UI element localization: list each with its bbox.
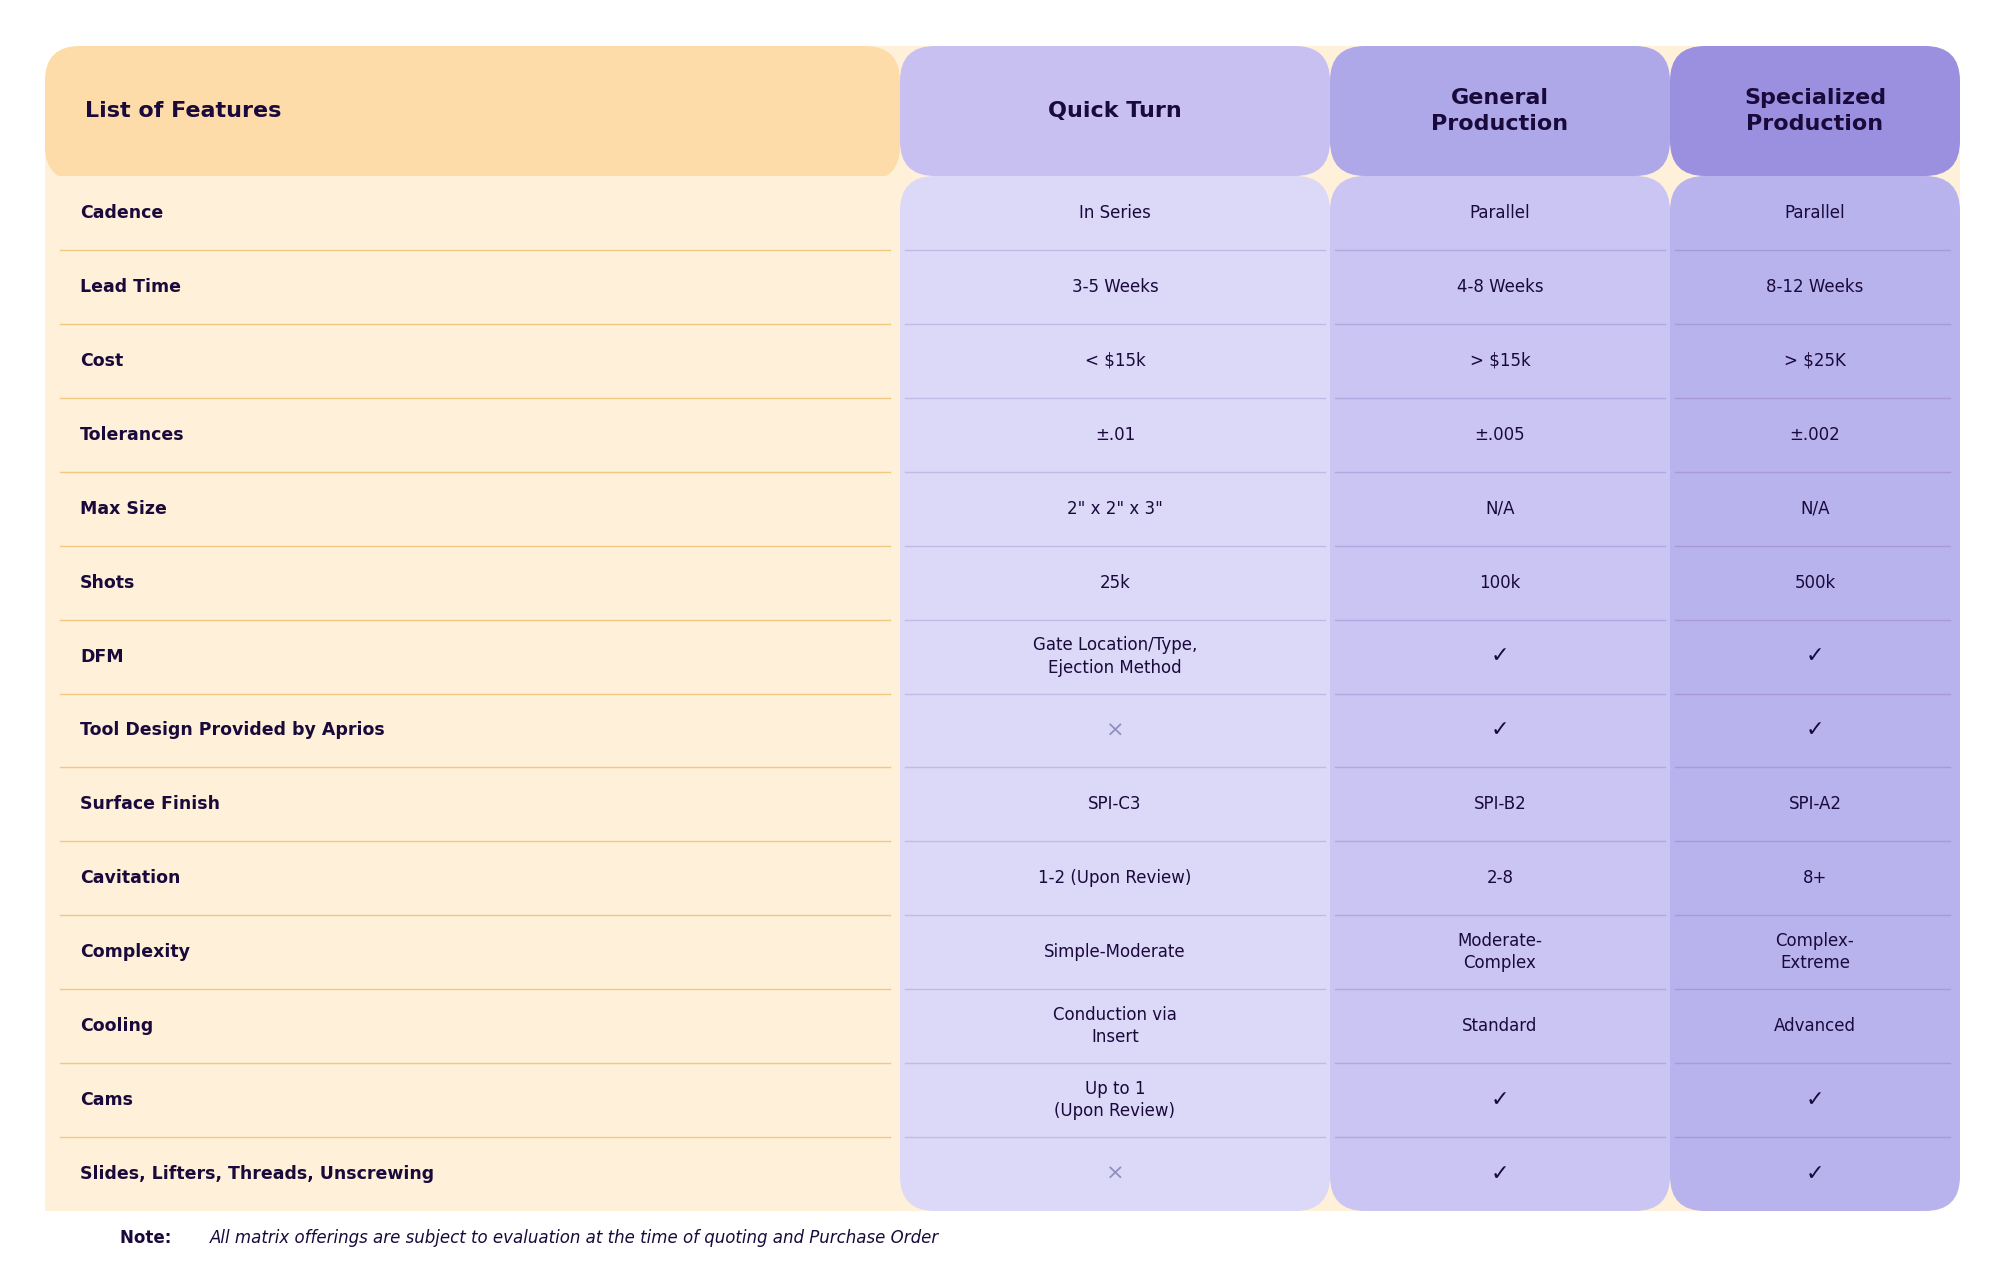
Text: Conduction via
Insert: Conduction via Insert bbox=[1054, 1006, 1176, 1046]
FancyBboxPatch shape bbox=[900, 46, 1330, 176]
Text: 100k: 100k bbox=[1480, 573, 1520, 591]
Text: Parallel: Parallel bbox=[1470, 204, 1530, 222]
Text: < $15k: < $15k bbox=[1084, 352, 1146, 370]
Text: List of Features: List of Features bbox=[86, 101, 282, 122]
Text: ±.002: ±.002 bbox=[1790, 425, 1840, 444]
Text: Surface Finish: Surface Finish bbox=[80, 795, 220, 813]
Text: Tool Design Provided by Aprios: Tool Design Provided by Aprios bbox=[80, 722, 384, 739]
Text: Cavitation: Cavitation bbox=[80, 870, 180, 887]
Text: ±.005: ±.005 bbox=[1474, 425, 1526, 444]
Text: N/A: N/A bbox=[1800, 500, 1830, 518]
FancyBboxPatch shape bbox=[44, 46, 900, 181]
Text: Slides, Lifters, Threads, Unscrewing: Slides, Lifters, Threads, Unscrewing bbox=[80, 1165, 434, 1182]
Text: SPI-A2: SPI-A2 bbox=[1788, 795, 1842, 813]
Text: ×: × bbox=[1106, 1163, 1124, 1184]
Text: ✓: ✓ bbox=[1490, 1090, 1510, 1110]
Text: ✓: ✓ bbox=[1806, 647, 1824, 666]
Text: Cams: Cams bbox=[80, 1091, 132, 1109]
Text: SPI-C3: SPI-C3 bbox=[1088, 795, 1142, 813]
Text: In Series: In Series bbox=[1080, 204, 1150, 222]
Text: Quick Turn: Quick Turn bbox=[1048, 101, 1182, 122]
Text: Specialized
Production: Specialized Production bbox=[1744, 87, 1886, 134]
Text: > $25K: > $25K bbox=[1784, 352, 1846, 370]
Text: 8+: 8+ bbox=[1802, 870, 1828, 887]
Text: ✓: ✓ bbox=[1806, 1163, 1824, 1184]
FancyBboxPatch shape bbox=[44, 46, 1960, 1212]
Text: Gate Location/Type,
Ejection Method: Gate Location/Type, Ejection Method bbox=[1032, 637, 1198, 676]
Text: Complexity: Complexity bbox=[80, 943, 190, 961]
Text: ✓: ✓ bbox=[1806, 720, 1824, 741]
FancyBboxPatch shape bbox=[1330, 46, 1670, 176]
Text: Max Size: Max Size bbox=[80, 500, 166, 518]
Text: 2" x 2" x 3": 2" x 2" x 3" bbox=[1068, 500, 1162, 518]
Text: 500k: 500k bbox=[1794, 573, 1836, 591]
Bar bbox=[44, 176, 900, 1212]
Text: Note:: Note: bbox=[120, 1229, 178, 1247]
Text: Cadence: Cadence bbox=[80, 204, 164, 222]
Text: Cooling: Cooling bbox=[80, 1017, 154, 1036]
Text: All matrix offerings are subject to evaluation at the time of quoting and Purcha: All matrix offerings are subject to eval… bbox=[210, 1229, 940, 1247]
Text: ×: × bbox=[1106, 720, 1124, 741]
Text: Moderate-
Complex: Moderate- Complex bbox=[1458, 932, 1542, 972]
Text: Lead Time: Lead Time bbox=[80, 279, 180, 296]
Text: N/A: N/A bbox=[1486, 500, 1514, 518]
Text: > $15k: > $15k bbox=[1470, 352, 1530, 370]
Text: 3-5 Weeks: 3-5 Weeks bbox=[1072, 279, 1158, 296]
Text: Advanced: Advanced bbox=[1774, 1017, 1856, 1036]
Text: Simple-Moderate: Simple-Moderate bbox=[1044, 943, 1186, 961]
Text: ✓: ✓ bbox=[1490, 647, 1510, 666]
Text: 2-8: 2-8 bbox=[1486, 870, 1514, 887]
Text: Cost: Cost bbox=[80, 352, 124, 370]
Text: 8-12 Weeks: 8-12 Weeks bbox=[1766, 279, 1864, 296]
Text: DFM: DFM bbox=[80, 647, 124, 666]
FancyBboxPatch shape bbox=[1670, 46, 1960, 176]
Text: Tolerances: Tolerances bbox=[80, 425, 184, 444]
Text: 25k: 25k bbox=[1100, 573, 1130, 591]
Text: General
Production: General Production bbox=[1432, 87, 1568, 134]
Text: ✓: ✓ bbox=[1490, 1163, 1510, 1184]
Text: SPI-B2: SPI-B2 bbox=[1474, 795, 1526, 813]
Text: ✓: ✓ bbox=[1490, 720, 1510, 741]
FancyBboxPatch shape bbox=[900, 176, 1330, 1212]
Text: Parallel: Parallel bbox=[1784, 204, 1846, 222]
Text: Shots: Shots bbox=[80, 573, 136, 591]
Text: 1-2 (Upon Review): 1-2 (Upon Review) bbox=[1038, 870, 1192, 887]
Text: 4-8 Weeks: 4-8 Weeks bbox=[1456, 279, 1544, 296]
Text: ✓: ✓ bbox=[1806, 1090, 1824, 1110]
Text: Up to 1
(Upon Review): Up to 1 (Upon Review) bbox=[1054, 1080, 1176, 1120]
FancyBboxPatch shape bbox=[1670, 176, 1960, 1212]
Text: ±.01: ±.01 bbox=[1094, 425, 1136, 444]
Text: Standard: Standard bbox=[1462, 1017, 1538, 1036]
Text: Complex-
Extreme: Complex- Extreme bbox=[1776, 932, 1854, 972]
FancyBboxPatch shape bbox=[1330, 176, 1670, 1212]
